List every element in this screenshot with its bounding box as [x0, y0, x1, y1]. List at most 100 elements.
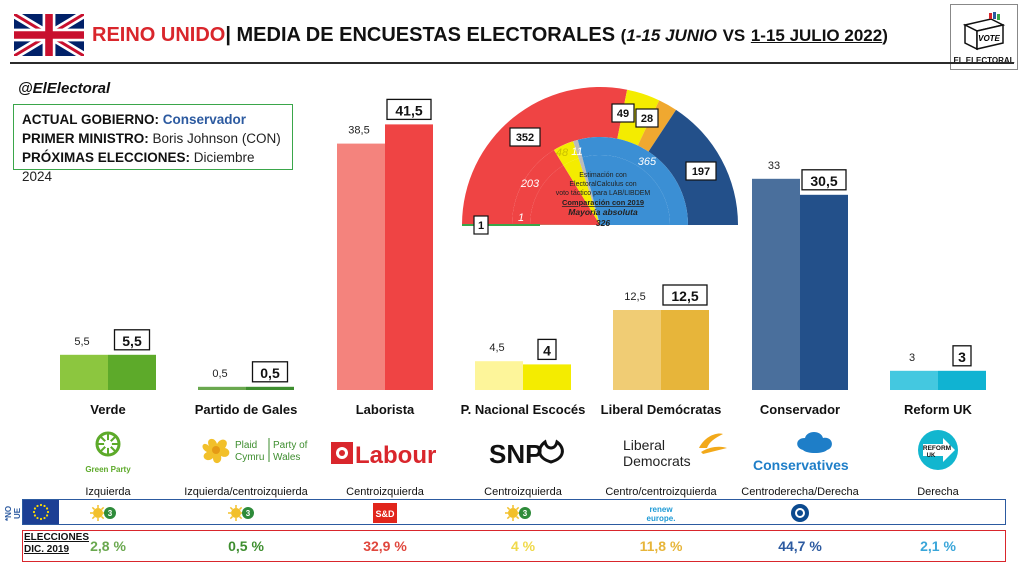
bar-current-label-1: 0,5 [260, 365, 280, 381]
elections-2019-value-6: 2,1 % [920, 538, 956, 554]
bar-current-label-box-4 [662, 284, 708, 306]
title-vs: VS [722, 26, 746, 45]
elections-value: Diciembre 2024 [22, 150, 255, 184]
elections-label: PRÓXIMAS ELECCIONES: [22, 150, 191, 165]
svg-text:renew: renew [649, 505, 673, 514]
hemicycle-outer-label-box-2 [611, 103, 635, 123]
bar-current-3 [523, 364, 571, 390]
hemicycle-outer-label-3: 28 [641, 113, 653, 125]
pm-label: PRIMER MINISTRO: [22, 131, 149, 146]
bar-prev-label-4: 12,5 [624, 291, 645, 303]
bar-current-label-box-5 [801, 169, 847, 191]
hemicycle-note-0: Estimación con [579, 172, 627, 179]
title-period-open: ( [620, 26, 627, 45]
bar-prev-3 [475, 361, 523, 390]
bar-prev-5 [752, 178, 800, 390]
party-name-1: Partido de Gales [194, 402, 298, 417]
plaid-logo-text-3: Party of [273, 440, 308, 451]
conservatives-logo: Conservatives [743, 428, 893, 478]
elections-2019-value-3: 4 % [510, 538, 536, 554]
bar-current-6 [938, 370, 986, 390]
elections-2019-value-4: 11,8 % [639, 538, 683, 554]
government-info-box: ACTUAL GOBIERNO: Conservador PRIMER MINI… [13, 104, 293, 184]
bar-current-label-4: 12,5 [671, 288, 698, 304]
hemicycle-note-1: ElectoralCalculus con [569, 181, 636, 188]
elections-label-2: DIC. 2019 [24, 544, 70, 555]
bar-current-2 [385, 124, 433, 391]
party-name-4: Liberal Demócratas [600, 402, 722, 417]
bar-current-label-box-6 [952, 345, 972, 367]
eu-group-icon-sd-2: S&D [373, 503, 397, 523]
elections-2019-value-5: 44,7 % [778, 538, 822, 554]
no-eu-label: *NO UE [4, 505, 22, 521]
bar-current-5 [800, 194, 848, 390]
party-name-6: Reform UK [904, 402, 972, 417]
gov-label: ACTUAL GOBIERNO: [22, 112, 159, 127]
svg-text:3: 3 [246, 509, 251, 518]
title-period-close: ) [882, 26, 888, 45]
party-name-2: Laborista [355, 402, 415, 417]
plaid-logo-text-4: Wales [273, 452, 300, 463]
eu-group-icon-green-0: 3 [90, 505, 116, 521]
hemicycle-outer-label-1: 352 [516, 132, 534, 144]
hemicycle-outer-label-4: 197 [692, 166, 710, 178]
bar-current-label-box-0 [113, 329, 151, 351]
bar-current-label-5: 30,5 [810, 173, 837, 189]
bar-prev-2 [337, 143, 385, 390]
uk-flag-icon [14, 14, 84, 56]
bar-prev-label-5: 33 [768, 160, 780, 172]
hemicycle-outer-label-2: 49 [617, 108, 629, 120]
title-main: MEDIA DE ENCUESTAS ELECTORALES [236, 24, 616, 46]
bar-prev-label-1: 0,5 [212, 368, 227, 380]
bar-current-0 [108, 354, 156, 390]
party-name-5: Conservador [759, 402, 841, 417]
libdem-logo-text-1: Liberal [623, 437, 665, 453]
ballot-box-icon: VOTE [962, 12, 1006, 51]
snp-logo-text: SNP [489, 439, 542, 469]
bar-current-label-6: 3 [958, 349, 966, 365]
bar-prev-0 [60, 354, 108, 390]
bar-prev-label-3: 4,5 [489, 342, 504, 354]
green-logo-text: Green Party [85, 465, 131, 474]
con-logo-text: Conservatives [753, 457, 849, 473]
title-separator: | [225, 24, 231, 46]
party-ideology-1: Izquierda/centroizquierda [184, 486, 308, 498]
hemicycle-inner-fill-2 [563, 158, 600, 225]
bar-prev-label-6: 3 [909, 352, 915, 364]
hemicycle-inner-seg-3 [573, 139, 583, 159]
party-ideology-3: Centroizquierda [484, 486, 562, 498]
labour-logo: Labour [323, 428, 473, 478]
hemicycle-outer-label-box-4 [685, 161, 717, 181]
parliament-hemicycle-chart: 1 352 49 28 197 1 203 48 11 365 Estimación con Elec… [462, 87, 738, 235]
brand-name: EL ELECTORAL [953, 56, 1015, 65]
hemicycle-outer-label-box-0 [473, 215, 489, 235]
bar-prev-label-0: 5,5 [74, 336, 89, 348]
bar-current-label-2: 41,5 [395, 102, 422, 118]
bar-current-4 [661, 310, 709, 390]
hemicycle-inner-label-1: 203 [520, 178, 540, 190]
bar-prev-1 [198, 386, 246, 390]
party-ideology-0: Izquierda [85, 486, 131, 498]
pm-value: Boris Johnson (CON) [152, 131, 281, 146]
libdem-logo: Liberal Democrats [603, 428, 753, 478]
elections-2019-row [22, 530, 1006, 562]
hemicycle-inner-fill-1 [530, 165, 600, 225]
green-party-logo: Green Party [33, 428, 183, 478]
hemicycle-inner-label-4: 365 [638, 156, 657, 168]
hemicycle-outer-label-box-3 [635, 108, 659, 128]
bar-current-label-box-1 [251, 361, 289, 383]
eu-group-row [22, 499, 1006, 525]
hemicycle-note-4: Mayoría absoluta [568, 207, 638, 217]
bar-prev-6 [890, 370, 938, 390]
elections-2019-value-1: 0,5 % [228, 538, 264, 554]
elections-label-1: ELECCIONES [24, 532, 90, 543]
party-name-3: P. Nacional Escocés [460, 402, 586, 417]
page-title: REINO UNIDO| MEDIA DE ENCUESTAS ELECTORA… [92, 24, 888, 47]
hemicycle-outer-label-0: 1 [478, 220, 484, 232]
eu-flag-icon [23, 500, 59, 524]
reform-logo-text-2: UK [927, 453, 936, 459]
hemicycle-outer-seg-1 [462, 87, 628, 225]
hemicycle-inner-fill-3 [578, 157, 600, 225]
